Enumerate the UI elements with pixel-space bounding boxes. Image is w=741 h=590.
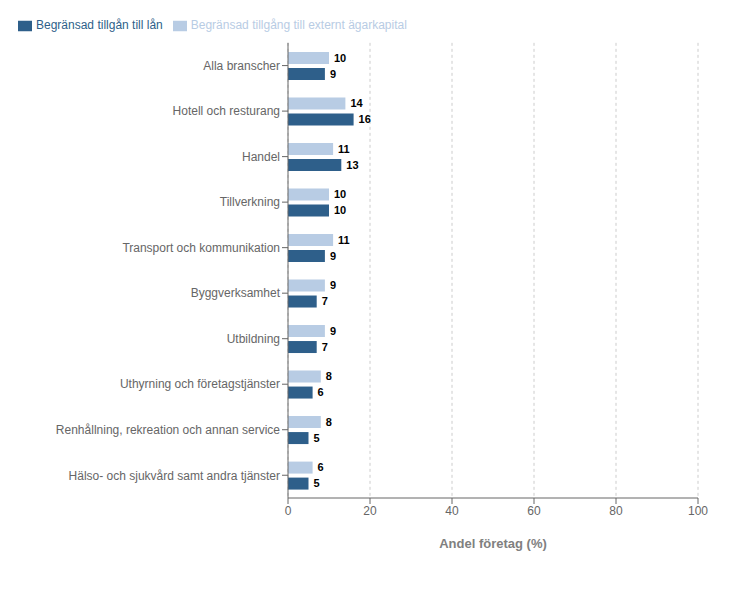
svg-text:16: 16 — [359, 113, 371, 125]
svg-text:Alla branscher: Alla branscher — [203, 59, 280, 73]
svg-text:7: 7 — [322, 341, 328, 353]
svg-text:Andel företag (%): Andel företag (%) — [439, 536, 547, 551]
svg-text:14: 14 — [350, 97, 363, 109]
svg-text:Hälso- och sjukvård samt andra: Hälso- och sjukvård samt andra tjänster — [69, 469, 280, 483]
svg-text:20: 20 — [363, 504, 377, 518]
svg-text:Tillverkning: Tillverkning — [220, 195, 280, 209]
svg-text:Renhållning, rekreation och an: Renhållning, rekreation och annan servic… — [56, 423, 280, 437]
svg-text:9: 9 — [330, 250, 336, 262]
svg-text:7: 7 — [322, 295, 328, 307]
svg-text:10: 10 — [334, 204, 346, 216]
svg-text:40: 40 — [445, 504, 459, 518]
svg-text:Utbildning: Utbildning — [227, 332, 280, 346]
svg-text:10: 10 — [334, 188, 346, 200]
svg-text:80: 80 — [609, 504, 623, 518]
svg-text:9: 9 — [330, 68, 336, 80]
html-text:Begränsad tillgång till extern: Begränsad tillgång till externt ägarkapi… — [190, 18, 407, 32]
svg-text:6: 6 — [318, 386, 324, 398]
svg-text:5: 5 — [314, 477, 320, 489]
svg-text:8: 8 — [326, 416, 332, 428]
svg-text:13: 13 — [346, 159, 358, 171]
svg-text:Hotell och resturang: Hotell och resturang — [173, 104, 280, 118]
svg-text:Uthyrning och företagstjänster: Uthyrning och företagstjänster — [120, 377, 280, 391]
svg-text:Transport och kommunikation: Transport och kommunikation — [122, 241, 280, 255]
svg-text:11: 11 — [338, 234, 350, 246]
svg-text:9: 9 — [330, 325, 336, 337]
svg-text:5: 5 — [314, 432, 320, 444]
svg-text:9: 9 — [330, 279, 336, 291]
html-text:Begränsad tillgån till lån: Begränsad tillgån till lån — [36, 18, 163, 32]
svg-text:11: 11 — [338, 143, 350, 155]
svg-text:8: 8 — [326, 370, 332, 382]
svg-text:Handel: Handel — [242, 150, 280, 164]
svg-text:60: 60 — [527, 504, 541, 518]
svg-text:6: 6 — [318, 461, 324, 473]
svg-text:0: 0 — [285, 504, 292, 518]
svg-text:Byggverksamhet: Byggverksamhet — [191, 286, 281, 300]
svg-text:100: 100 — [688, 504, 708, 518]
svg-text:10: 10 — [334, 52, 346, 64]
